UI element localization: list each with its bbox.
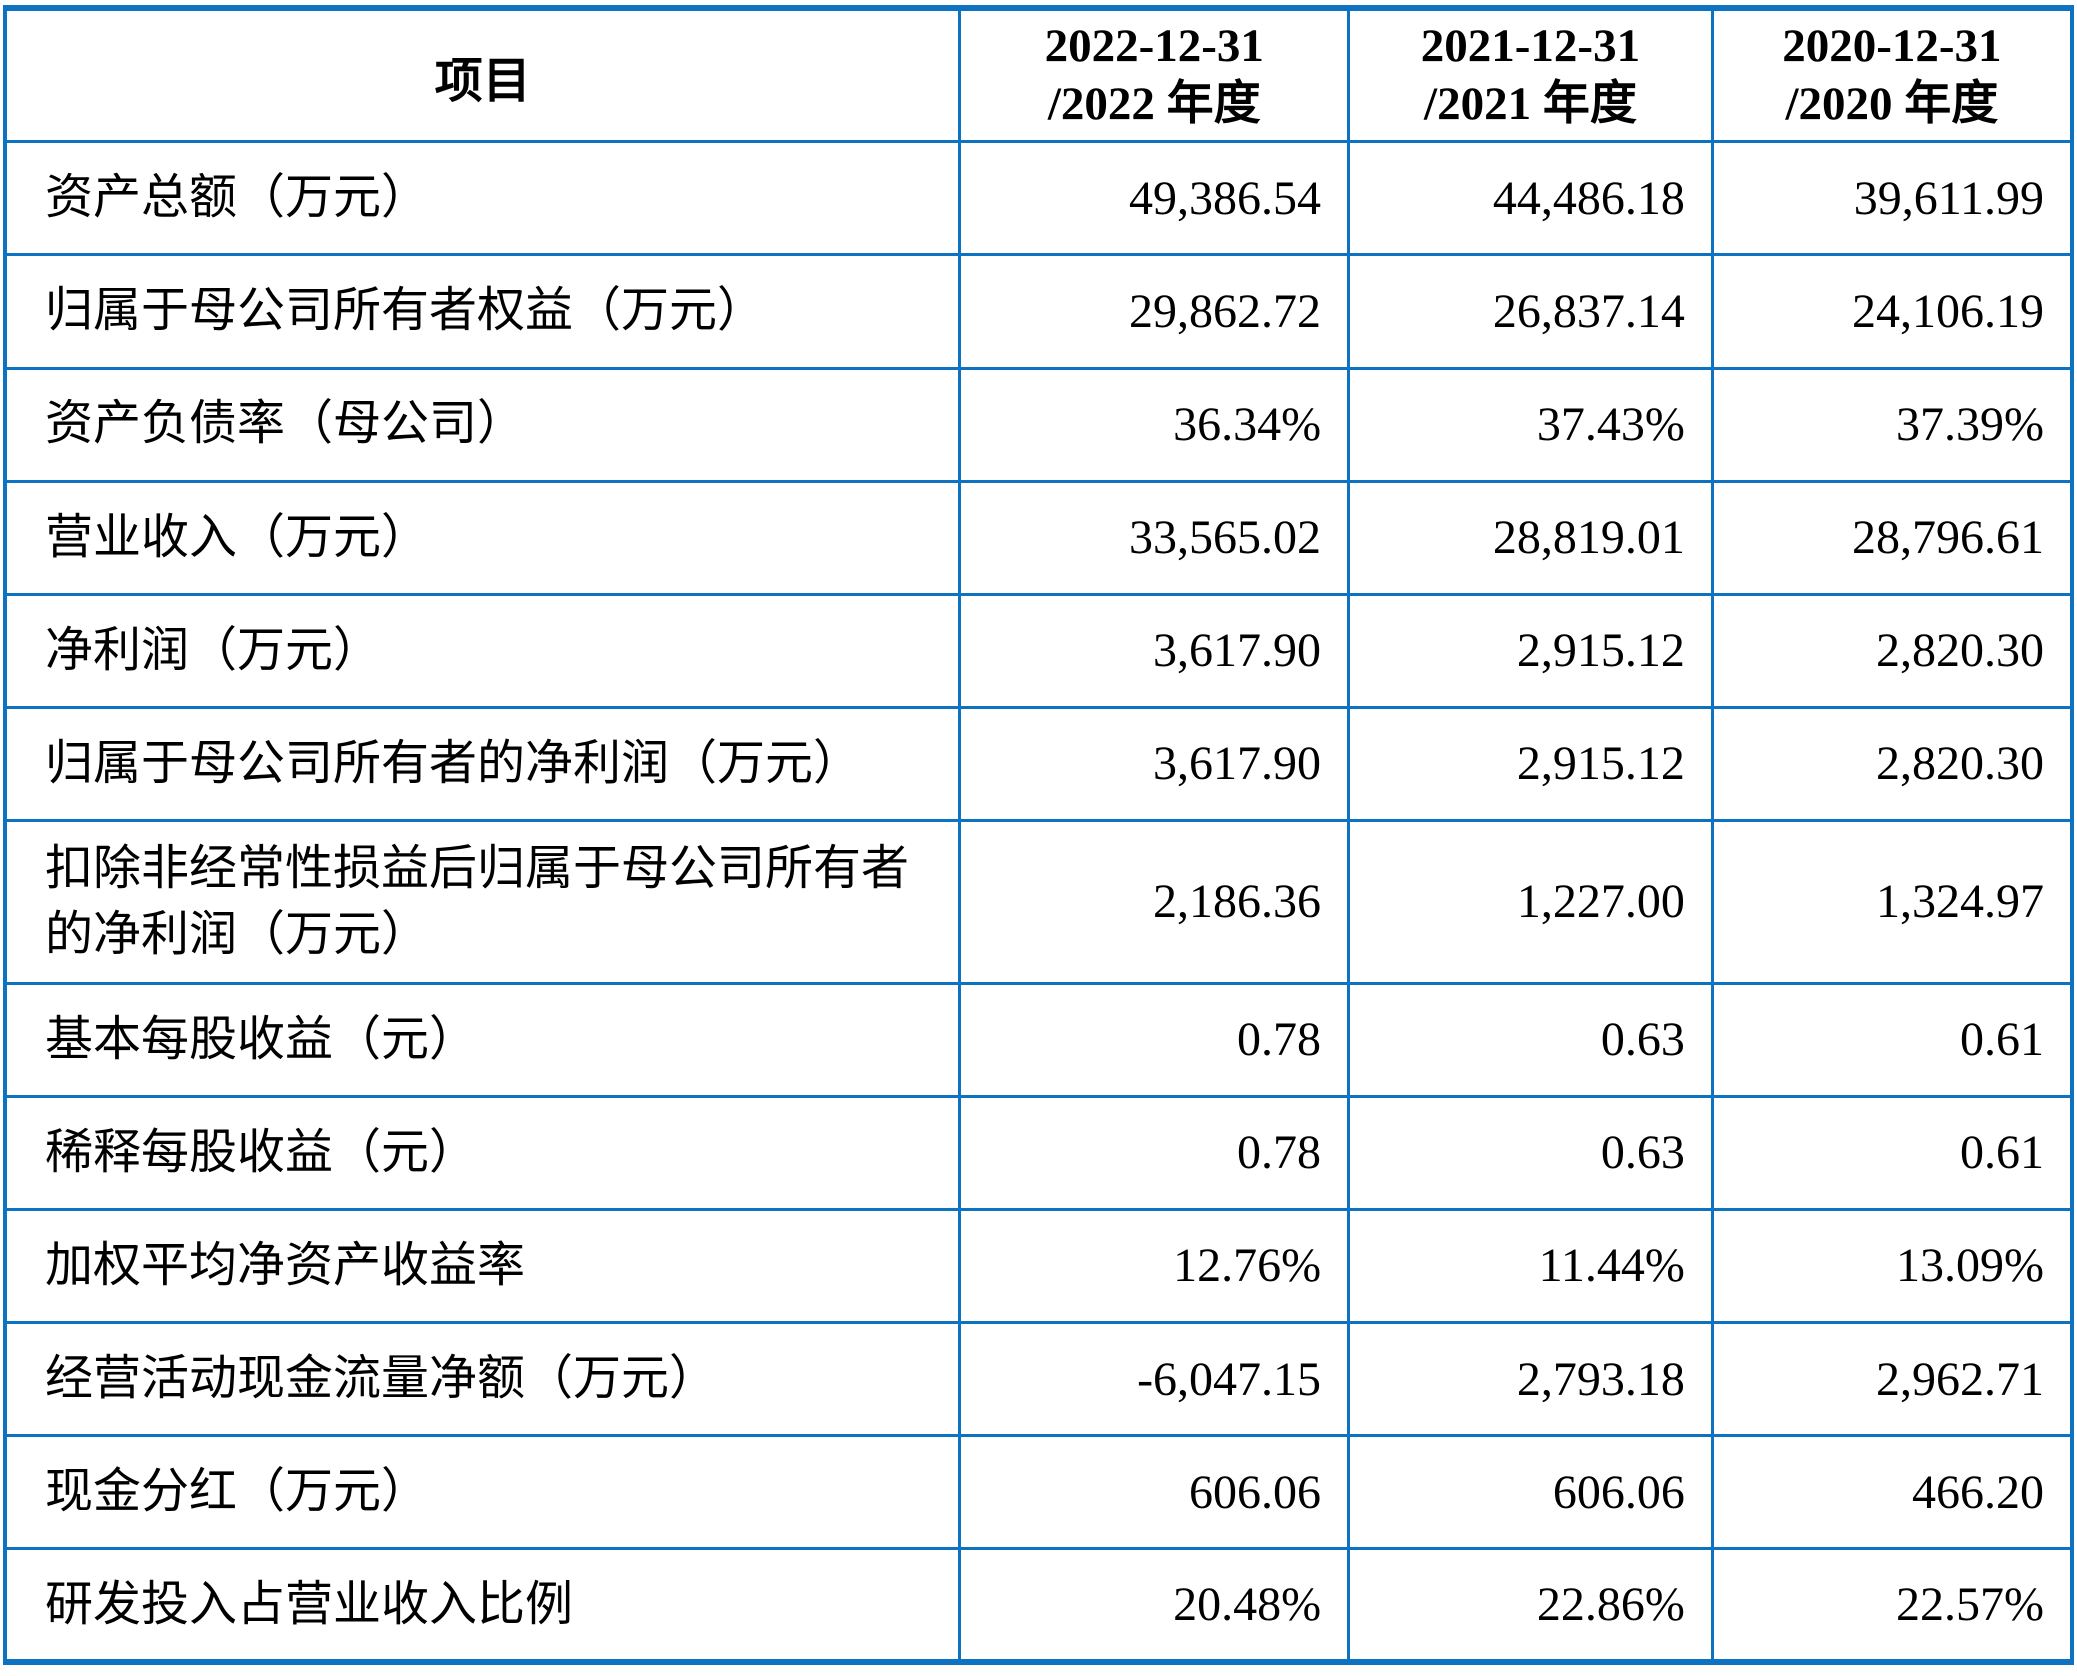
value-2020: 28,796.61 [1710,479,2074,596]
table-row: 资产负债率（母公司） 36.34% 37.43% 37.39% [3,366,2074,483]
value-2020: 24,106.19 [1710,253,2074,370]
value-2022: 3,617.90 [958,592,1351,709]
table-row: 营业收入（万元） 33,565.02 28,819.01 28,796.61 [3,479,2074,596]
value-2021: 11.44% [1347,1207,1714,1325]
value-2020: 22.57% [1710,1547,2074,1664]
table-row: 稀释每股收益（元） 0.78 0.63 0.61 [3,1094,2074,1211]
value-2020: 2,820.30 [1710,592,2074,709]
value-2020: 0.61 [1710,1094,2074,1211]
row-label: 现金分红（万元） [3,1434,962,1551]
table-row: 基本每股收益（元） 0.78 0.63 0.61 [3,981,2074,1098]
value-2021: 2,915.12 [1347,705,1714,823]
header-period-2022-label: /2022 年度 [1047,77,1261,130]
value-2021: 28,819.01 [1347,479,1714,596]
value-2022: 33,565.02 [958,479,1351,596]
table-row: 归属于母公司所有者的净利润（万元） 3,617.90 2,915.12 2,82… [3,705,2074,823]
table-row: 经营活动现金流量净额（万元） -6,047.15 2,793.18 2,962.… [3,1320,2074,1438]
value-2022: 36.34% [958,366,1351,483]
row-label: 资产总额（万元） [3,140,962,257]
row-label: 净利润（万元） [3,592,962,709]
header-period-2022-date: 2022-12-31 [1044,20,1264,73]
row-label: 稀释每股收益（元） [3,1094,962,1211]
value-2021: 22.86% [1347,1547,1714,1664]
table-row: 归属于母公司所有者权益（万元） 29,862.72 26,837.14 24,1… [3,253,2074,370]
row-label: 基本每股收益（元） [3,981,962,1098]
row-label: 经营活动现金流量净额（万元） [3,1320,962,1438]
header-period-2020-date: 2020-12-31 [1782,20,2002,73]
financial-summary-table: 项目 2022-12-31 /2022 年度 2021-12-31 /2021 … [3,5,2074,1665]
row-label: 扣除非经常性损益后归属于母公司所有者的净利润（万元） [3,819,962,985]
value-2022: 12.76% [958,1207,1351,1325]
financial-summary-table-container: 项目 2022-12-31 /2022 年度 2021-12-31 /2021 … [3,5,2074,1671]
row-label: 营业收入（万元） [3,479,962,596]
value-2022: 20.48% [958,1547,1351,1664]
row-label: 归属于母公司所有者权益（万元） [3,253,962,370]
value-2021: 0.63 [1347,1094,1714,1211]
table-row: 扣除非经常性损益后归属于母公司所有者的净利润（万元） 2,186.36 1,22… [3,819,2074,985]
header-row: 项目 2022-12-31 /2022 年度 2021-12-31 /2021 … [3,6,2074,144]
value-2022: -6,047.15 [958,1320,1351,1438]
value-2021: 2,793.18 [1347,1320,1714,1438]
value-2022: 49,386.54 [958,140,1351,257]
table-row: 现金分红（万元） 606.06 606.06 466.20 [3,1434,2074,1551]
value-2020: 13.09% [1710,1207,2074,1325]
value-2021: 606.06 [1347,1434,1714,1551]
value-2021: 2,915.12 [1347,592,1714,709]
value-2020: 1,324.97 [1710,819,2074,985]
value-2020: 39,611.99 [1710,140,2074,257]
value-2022: 0.78 [958,1094,1351,1211]
header-period-2020: 2020-12-31 /2020 年度 [1710,6,2074,144]
header-period-2020-label: /2020 年度 [1785,77,1999,130]
value-2020: 37.39% [1710,366,2074,483]
value-2022: 29,862.72 [958,253,1351,370]
header-period-2021-date: 2021-12-31 [1420,20,1641,73]
value-2021: 44,486.18 [1347,140,1714,257]
row-label: 资产负债率（母公司） [3,366,962,483]
value-2021: 1,227.00 [1347,819,1714,985]
table-row: 加权平均净资产收益率 12.76% 11.44% 13.09% [3,1207,2074,1325]
value-2022: 3,617.90 [958,705,1351,823]
row-label: 研发投入占营业收入比例 [3,1547,962,1664]
value-2022: 606.06 [958,1434,1351,1551]
row-label: 加权平均净资产收益率 [3,1207,962,1325]
row-label: 归属于母公司所有者的净利润（万元） [3,705,962,823]
value-2020: 466.20 [1710,1434,2074,1551]
header-item: 项目 [3,6,962,144]
value-2021: 26,837.14 [1347,253,1714,370]
header-period-2022: 2022-12-31 /2022 年度 [958,6,1351,144]
table-row: 研发投入占营业收入比例 20.48% 22.86% 22.57% [3,1547,2074,1664]
table-row: 资产总额（万元） 49,386.54 44,486.18 39,611.99 [3,140,2074,257]
value-2022: 0.78 [958,981,1351,1098]
value-2020: 0.61 [1710,981,2074,1098]
header-period-2021-label: /2021 年度 [1424,77,1637,130]
value-2021: 37.43% [1347,366,1714,483]
table-row: 净利润（万元） 3,617.90 2,915.12 2,820.30 [3,592,2074,709]
value-2020: 2,820.30 [1710,705,2074,823]
header-period-2021: 2021-12-31 /2021 年度 [1347,6,1714,144]
value-2020: 2,962.71 [1710,1320,2074,1438]
value-2021: 0.63 [1347,981,1714,1098]
value-2022: 2,186.36 [958,819,1351,985]
